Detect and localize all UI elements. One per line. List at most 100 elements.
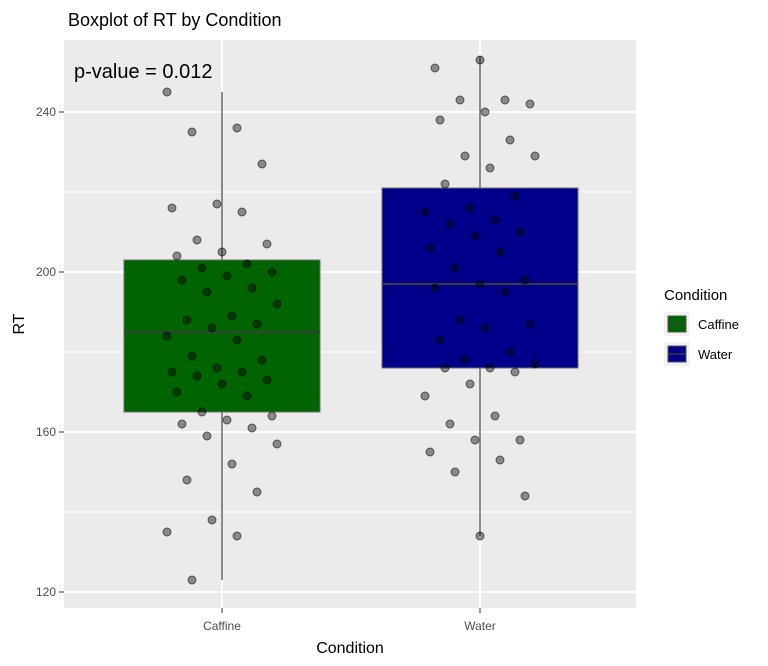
data-point xyxy=(445,219,455,229)
data-point xyxy=(192,371,202,381)
data-point xyxy=(167,203,177,213)
data-point xyxy=(182,475,192,485)
y-tick-label: 240 xyxy=(36,105,56,119)
data-point xyxy=(435,115,445,125)
data-point xyxy=(192,235,202,245)
data-point xyxy=(177,419,187,429)
data-point xyxy=(440,179,450,189)
data-point xyxy=(480,107,490,117)
data-point xyxy=(207,323,217,333)
data-point xyxy=(505,347,515,357)
data-point xyxy=(420,391,430,401)
data-point xyxy=(470,231,480,241)
data-point xyxy=(172,387,182,397)
data-point xyxy=(475,279,485,289)
data-point xyxy=(247,423,257,433)
data-point xyxy=(530,151,540,161)
data-point xyxy=(212,199,222,209)
data-point xyxy=(485,363,495,373)
data-point xyxy=(242,391,252,401)
data-point xyxy=(515,227,525,237)
data-point xyxy=(232,531,242,541)
data-point xyxy=(495,247,505,257)
data-point xyxy=(187,351,197,361)
data-point xyxy=(520,275,530,285)
legend-title: Condition xyxy=(664,287,727,304)
data-point xyxy=(272,299,282,309)
data-point xyxy=(197,407,207,417)
y-tick-label: 160 xyxy=(36,425,56,439)
data-point xyxy=(267,267,277,277)
data-point xyxy=(247,283,257,293)
data-point xyxy=(510,367,520,377)
data-point xyxy=(490,411,500,421)
legend-label: Caffine xyxy=(698,317,739,332)
x-axis-ticks: Caffine Water xyxy=(203,608,496,633)
data-point xyxy=(420,207,430,217)
data-point xyxy=(162,527,172,537)
data-point xyxy=(510,191,520,201)
data-point xyxy=(490,215,500,225)
data-point xyxy=(430,283,440,293)
data-point xyxy=(232,123,242,133)
data-point xyxy=(257,355,267,365)
chart-title: Boxplot of RT by Condition xyxy=(68,10,281,30)
data-point xyxy=(475,55,485,65)
data-point xyxy=(440,363,450,373)
y-axis-title: RT xyxy=(11,313,28,334)
data-point xyxy=(162,87,172,97)
data-point xyxy=(177,275,187,285)
data-point xyxy=(505,135,515,145)
data-point xyxy=(435,335,445,345)
data-point xyxy=(227,459,237,469)
data-point xyxy=(237,207,247,217)
data-point xyxy=(262,375,272,385)
y-axis-ticks: 120 160 200 240 xyxy=(36,105,64,599)
data-point xyxy=(202,287,212,297)
y-tick-label: 200 xyxy=(36,265,56,279)
data-point xyxy=(465,203,475,213)
data-point xyxy=(167,367,177,377)
data-point xyxy=(267,411,277,421)
data-point xyxy=(455,95,465,105)
data-point xyxy=(187,127,197,137)
data-point xyxy=(252,319,262,329)
data-point xyxy=(262,239,272,249)
data-point xyxy=(272,439,282,449)
data-point xyxy=(525,319,535,329)
data-point xyxy=(227,311,237,321)
p-value-annotation: p-value = 0.012 xyxy=(74,61,212,83)
data-point xyxy=(207,515,217,525)
y-tick-label: 120 xyxy=(36,585,56,599)
x-axis-title: Condition xyxy=(316,640,384,657)
data-point xyxy=(480,323,490,333)
data-point xyxy=(217,247,227,257)
data-point xyxy=(500,95,510,105)
data-point xyxy=(242,259,252,269)
data-point xyxy=(475,531,485,541)
data-point xyxy=(237,367,247,377)
data-point xyxy=(232,335,242,345)
data-point xyxy=(485,163,495,173)
data-point xyxy=(515,435,525,445)
data-point xyxy=(445,419,455,429)
points-layer xyxy=(162,55,540,585)
data-point xyxy=(217,379,227,389)
data-point xyxy=(162,331,172,341)
box-water xyxy=(381,187,579,369)
data-point xyxy=(430,63,440,73)
data-point xyxy=(525,99,535,109)
data-point xyxy=(520,491,530,501)
data-point xyxy=(500,287,510,297)
x-tick-label: Water xyxy=(464,619,496,633)
data-point xyxy=(450,263,460,273)
legend: Condition Caffine Water xyxy=(664,287,739,366)
data-point xyxy=(425,447,435,457)
data-point xyxy=(460,355,470,365)
data-point xyxy=(222,271,232,281)
data-point xyxy=(530,359,540,369)
data-point xyxy=(212,363,222,373)
data-point xyxy=(460,151,470,161)
data-point xyxy=(182,315,192,325)
